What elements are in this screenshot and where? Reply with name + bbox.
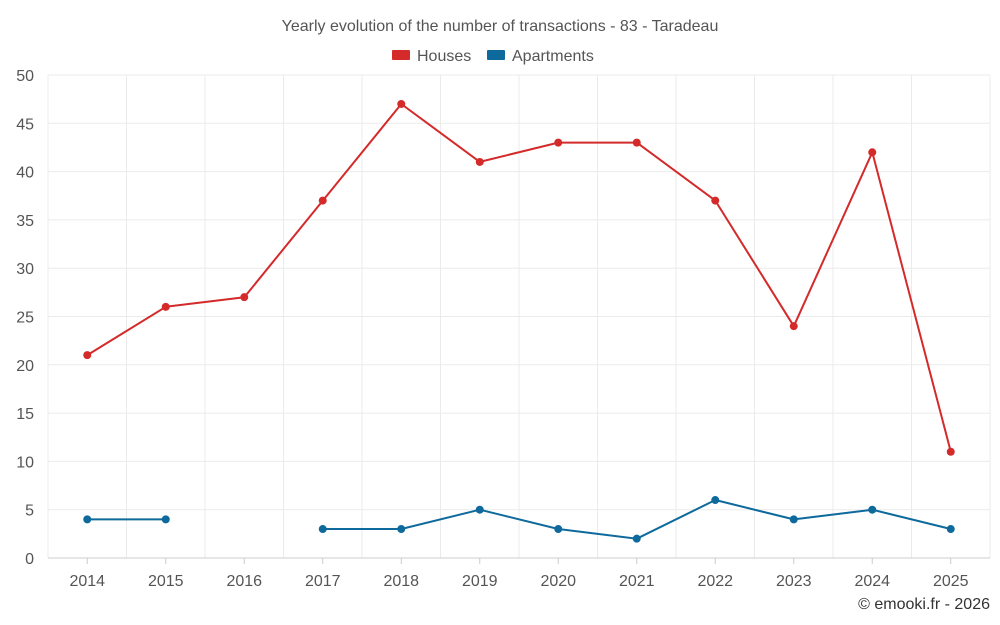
data-point-apartments-2020[interactable] bbox=[554, 525, 563, 534]
data-point-apartments-2022[interactable] bbox=[711, 496, 720, 505]
data-point-apartments-2018[interactable] bbox=[397, 525, 406, 534]
y-tick-label: 0 bbox=[25, 551, 34, 568]
credit-text: © emooki.fr - 2026 bbox=[858, 596, 990, 613]
y-tick-label: 15 bbox=[16, 406, 34, 423]
x-tick-label: 2016 bbox=[226, 573, 262, 590]
data-point-houses-2018[interactable] bbox=[397, 99, 406, 108]
legend: Houses Apartments bbox=[392, 48, 594, 65]
x-tick-label: 2025 bbox=[933, 573, 969, 590]
x-tick-label: 2015 bbox=[148, 573, 184, 590]
y-tick-label: 45 bbox=[16, 116, 34, 133]
y-tick-label: 30 bbox=[16, 261, 34, 278]
data-point-houses-2016[interactable] bbox=[240, 293, 249, 302]
data-point-houses-2024[interactable] bbox=[868, 148, 877, 157]
x-tick-label: 2024 bbox=[854, 573, 890, 590]
data-point-apartments-2023[interactable] bbox=[789, 515, 798, 524]
legend-item-apartments[interactable]: Apartments bbox=[487, 48, 594, 65]
y-tick-label: 10 bbox=[16, 454, 34, 471]
y-tick-label: 5 bbox=[25, 503, 34, 520]
legend-swatch-houses bbox=[392, 50, 410, 60]
x-tick-label: 2017 bbox=[305, 573, 341, 590]
series-apartments bbox=[83, 496, 955, 543]
data-point-houses-2019[interactable] bbox=[475, 157, 484, 166]
data-point-apartments-2015[interactable] bbox=[161, 515, 170, 524]
data-point-houses-2025[interactable] bbox=[946, 447, 955, 456]
data-point-houses-2020[interactable] bbox=[554, 138, 563, 147]
y-tick-label: 50 bbox=[16, 68, 34, 85]
y-tick-label: 35 bbox=[16, 213, 34, 230]
data-point-houses-2015[interactable] bbox=[161, 302, 170, 311]
x-tick-label: 2022 bbox=[697, 573, 733, 590]
data-point-apartments-2017[interactable] bbox=[318, 525, 327, 534]
x-tick-label: 2020 bbox=[540, 573, 576, 590]
data-point-houses-2014[interactable] bbox=[83, 351, 92, 360]
data-point-houses-2017[interactable] bbox=[318, 196, 327, 205]
data-point-houses-2022[interactable] bbox=[711, 196, 720, 205]
x-tick-label: 2018 bbox=[383, 573, 419, 590]
data-point-apartments-2025[interactable] bbox=[946, 525, 955, 534]
data-point-apartments-2014[interactable] bbox=[83, 515, 92, 524]
y-tick-label: 25 bbox=[16, 310, 34, 327]
legend-swatch-apartments bbox=[487, 50, 505, 60]
series bbox=[83, 99, 955, 543]
gridlines bbox=[47, 74, 991, 558]
legend-item-houses[interactable]: Houses bbox=[392, 48, 471, 65]
data-point-houses-2021[interactable] bbox=[632, 138, 641, 147]
legend-label-houses: Houses bbox=[417, 48, 471, 65]
x-tick-label: 2021 bbox=[619, 573, 655, 590]
series-houses bbox=[83, 99, 955, 456]
x-tick-label: 2019 bbox=[462, 573, 498, 590]
data-point-apartments-2019[interactable] bbox=[475, 505, 484, 514]
series-line-apartments bbox=[322, 499, 952, 540]
chart-title: Yearly evolution of the number of transa… bbox=[282, 18, 719, 35]
legend-label-apartments: Apartments bbox=[512, 48, 594, 65]
series-line-houses bbox=[86, 103, 952, 452]
y-tick-label: 40 bbox=[16, 165, 34, 182]
y-tick-label: 20 bbox=[16, 358, 34, 375]
data-point-houses-2023[interactable] bbox=[789, 322, 798, 331]
data-point-apartments-2021[interactable] bbox=[632, 534, 641, 543]
data-point-apartments-2024[interactable] bbox=[868, 505, 877, 514]
x-tick-label: 2014 bbox=[69, 573, 105, 590]
x-tick-label: 2023 bbox=[776, 573, 812, 590]
